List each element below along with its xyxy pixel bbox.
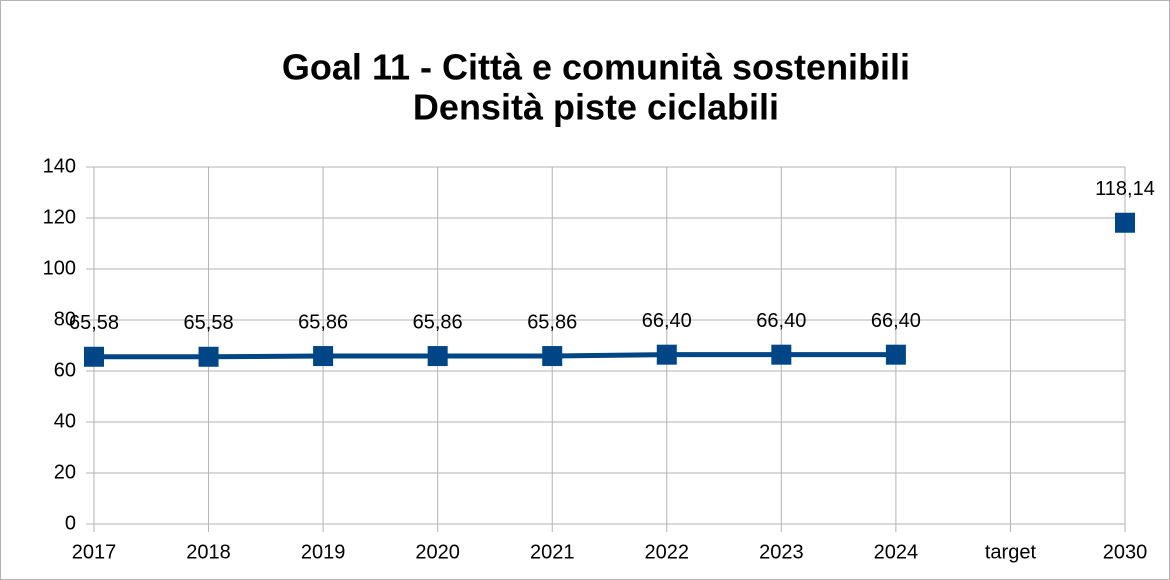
y-tick-label: 120 xyxy=(43,206,76,228)
x-tick-label: 2022 xyxy=(645,541,690,563)
x-tick-label: 2018 xyxy=(186,541,231,563)
x-tick-label: 2030 xyxy=(1103,541,1148,563)
marker xyxy=(771,344,792,365)
data-label: 65,86 xyxy=(298,311,348,333)
y-tick-label: 80 xyxy=(54,308,76,330)
y-tick-label: 40 xyxy=(54,410,76,432)
data-label: 65,58 xyxy=(184,312,234,334)
y-tick-label: 60 xyxy=(54,359,76,381)
x-tick-label: 2021 xyxy=(530,541,575,563)
y-tick-label: 0 xyxy=(65,512,76,534)
marker xyxy=(885,344,906,365)
data-label: 66,40 xyxy=(871,310,921,332)
y-tick-label: 100 xyxy=(43,257,76,279)
data-label: 118,14 xyxy=(1095,178,1155,200)
data-label: 66,40 xyxy=(642,310,692,332)
x-tick-label: 2020 xyxy=(415,541,460,563)
marker xyxy=(313,346,334,367)
x-tick-label: 2023 xyxy=(759,541,804,563)
marker xyxy=(656,344,677,365)
x-tick-label: target xyxy=(985,541,1037,563)
data-label: 65,86 xyxy=(413,311,463,333)
line xyxy=(94,352,896,360)
data-label: 66,40 xyxy=(756,310,806,332)
y-tick-label: 140 xyxy=(43,155,76,177)
marker xyxy=(427,346,448,367)
marker xyxy=(84,346,104,367)
data-label: 65,58 xyxy=(69,312,119,334)
chart-title: Densità piste ciclabili xyxy=(413,87,779,128)
data-label: 65,86 xyxy=(527,311,577,333)
x-tick-label: 2024 xyxy=(874,541,919,563)
y-tick-label: 20 xyxy=(54,461,76,483)
marker xyxy=(542,346,563,367)
x-tick-label: 2019 xyxy=(301,541,346,563)
marker xyxy=(1115,212,1135,233)
marker xyxy=(198,346,219,367)
chart-title: Goal 11 - Città e comunità sostenibili xyxy=(282,47,910,88)
x-tick-label: 2017 xyxy=(72,541,117,563)
